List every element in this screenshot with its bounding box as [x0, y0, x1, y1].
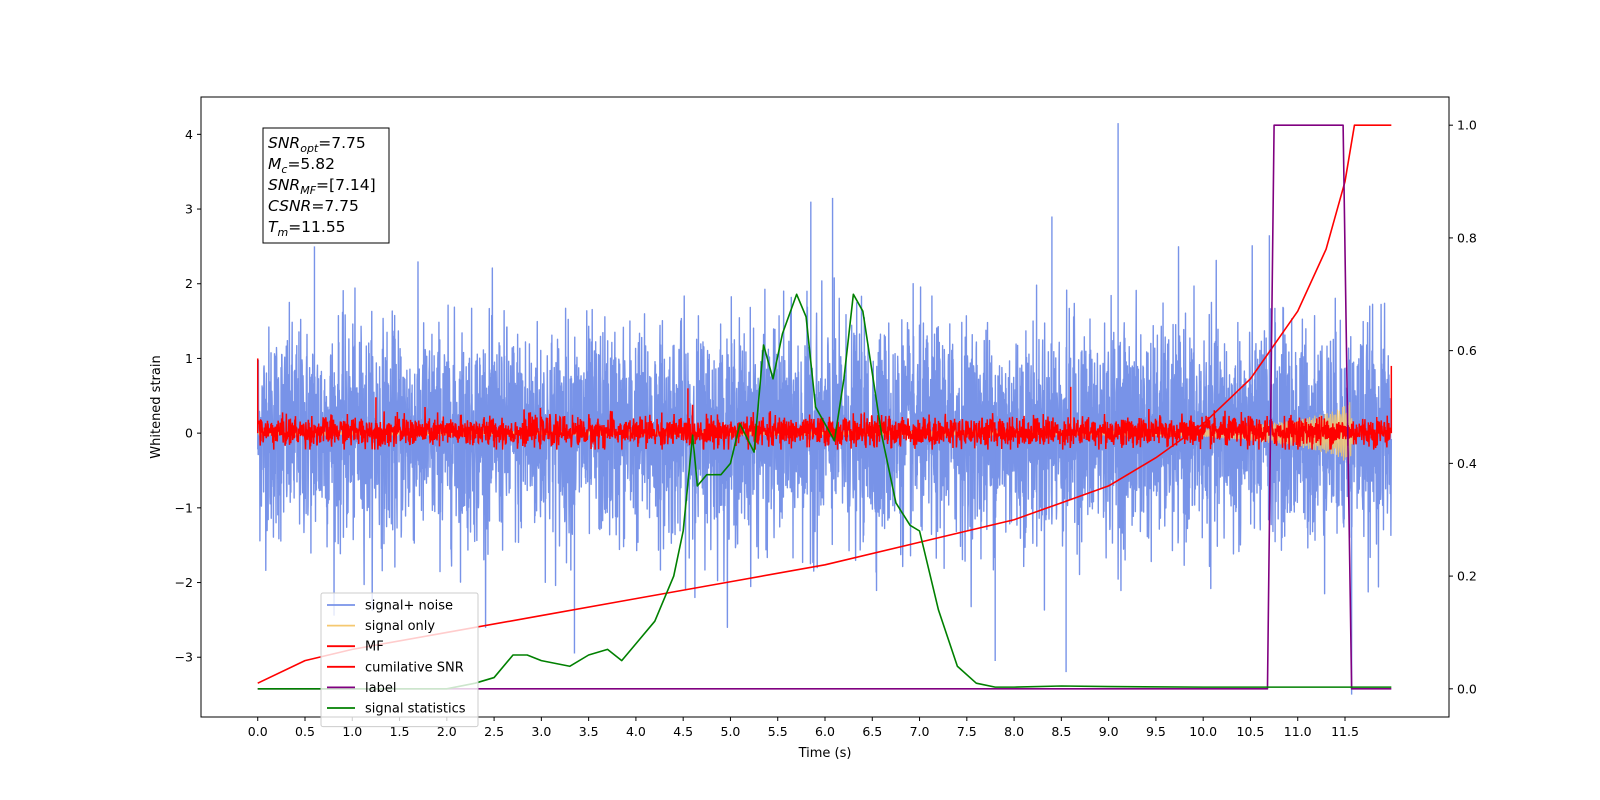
- legend-entry: signal+ noise: [365, 599, 453, 614]
- y-tick-label: 1: [185, 351, 193, 366]
- y-tick-label: 0: [185, 426, 193, 441]
- x-tick-label: 6.0: [815, 724, 835, 739]
- x-tick-label: 8.0: [1004, 724, 1024, 739]
- x-tick-label: 11.0: [1284, 724, 1312, 739]
- y2-tick-label: 0.0: [1457, 681, 1477, 696]
- legend-entry: MF: [365, 640, 384, 655]
- y-tick-label: 3: [185, 202, 193, 217]
- annotation-line: SNRMF=[7.14]: [268, 176, 376, 197]
- y-tick-label: −1: [175, 500, 193, 515]
- legend-frame: [320, 592, 479, 728]
- x-tick-label: 8.5: [1051, 724, 1071, 739]
- y-tick-label: 2: [185, 276, 193, 291]
- x-tick-label: 9.0: [1099, 724, 1119, 739]
- x-tick-label: 2.5: [484, 724, 504, 739]
- y2-tick-label: 0.6: [1457, 343, 1477, 358]
- x-tick-label: 3.5: [579, 724, 599, 739]
- y-tick-label: −2: [175, 575, 193, 590]
- y2-tick-label: 0.8: [1457, 230, 1477, 245]
- x-tick-label: 9.5: [1146, 724, 1166, 739]
- y-tick-label: −3: [175, 650, 193, 665]
- x-tick-label: 5.0: [721, 724, 741, 739]
- annotation-line: Mc=5.82: [268, 155, 335, 176]
- legend-entry: label: [365, 681, 396, 696]
- x-tick-label: 10.5: [1237, 724, 1265, 739]
- legend: signal+ noise signal only MF cumilative SNR…: [320, 592, 479, 728]
- axes-layer: 0.0 0.5 1.0 1.5 2.0 2.5 3.0 3.5 4.0 4.5 5.0 5.5 6.0 6…: [175, 118, 1477, 739]
- x-tick-label: 10.0: [1189, 724, 1217, 739]
- x-tick-label: 6.5: [862, 724, 882, 739]
- plot-series-layer: [256, 123, 1393, 695]
- x-tick-label: 4.5: [673, 724, 693, 739]
- x-tick-label: 5.5: [768, 724, 788, 739]
- series-mf: [257, 404, 1392, 450]
- x-tick-label: 0.0: [248, 724, 268, 739]
- x-tick-label: 2.0: [437, 724, 457, 739]
- y2-tick-label: 0.2: [1457, 569, 1477, 584]
- annotation-line: CSNR=7.75: [268, 197, 359, 215]
- x-tick-label: 3.0: [531, 724, 551, 739]
- y2-tick-label: 0.4: [1457, 456, 1477, 471]
- x-tick-label: 7.0: [910, 724, 930, 739]
- x-tick-label: 1.5: [390, 724, 410, 739]
- series-label: [257, 124, 1392, 690]
- series-signal-statistics: [257, 293, 1392, 690]
- legend-entry: signal only: [365, 619, 435, 634]
- y-axis-label: Whitened strain: [149, 355, 164, 458]
- annotation-line: Tm=11.55: [268, 218, 346, 239]
- x-tick-label: 1.0: [342, 724, 362, 739]
- annotation-line: SNRopt=7.75: [268, 134, 366, 155]
- y2-tick-label: 1.0: [1457, 118, 1477, 133]
- x-tick-label: 0.5: [295, 724, 315, 739]
- annotation-frame: [262, 127, 390, 244]
- x-tick-label: 11.5: [1331, 724, 1359, 739]
- x-tick-label: 4.0: [626, 724, 646, 739]
- legend-entry: cumilative SNR: [365, 660, 464, 675]
- x-tick-label: 7.5: [957, 724, 977, 739]
- legend-entry: signal statistics: [365, 702, 466, 717]
- y-tick-label: 4: [185, 127, 193, 142]
- x-axis-label: Time (s): [798, 746, 852, 761]
